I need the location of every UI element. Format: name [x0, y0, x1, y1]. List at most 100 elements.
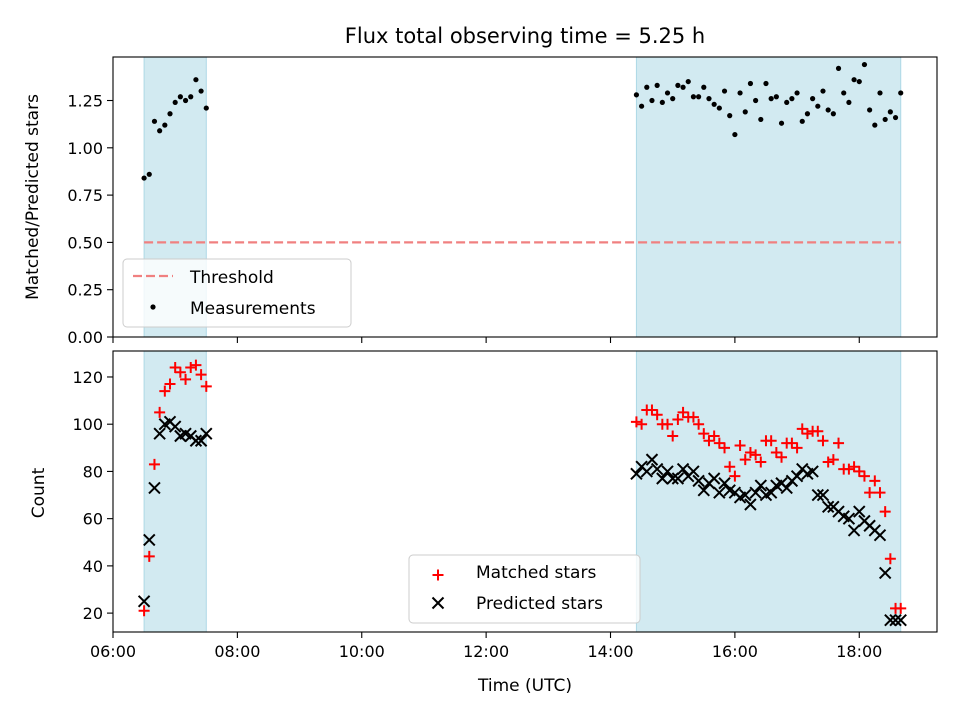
matched-star-point [786, 437, 798, 449]
matched-star-point [884, 553, 896, 565]
predicted-star-point [873, 528, 887, 542]
measurement-point [193, 77, 199, 83]
measurement-point [644, 84, 650, 90]
predicted-star-point [811, 488, 825, 502]
matched-star-point [698, 428, 710, 440]
top-y-tick-label: 0.25 [67, 281, 103, 300]
matched-star-point [833, 437, 845, 449]
predicted-star-point [878, 566, 892, 580]
predicted-star-point [200, 427, 213, 440]
matched-star-point [822, 456, 834, 468]
matched-star-point [744, 447, 756, 459]
bottom-shaded-window-1 [144, 351, 207, 632]
bottom-legend: Matched stars Predicted stars [408, 554, 641, 624]
predicted-star-point [687, 465, 700, 478]
matched-star-point [672, 413, 684, 425]
measurement-point [846, 99, 852, 106]
measurement-point [639, 103, 645, 109]
measurement-point [898, 90, 904, 96]
measurement-point [867, 107, 873, 113]
measurement-point [799, 118, 805, 124]
bottom-y-axis-label: Count [29, 467, 49, 518]
bottom-y-tick-label: 20 [83, 604, 103, 623]
predicted-star-point [816, 488, 830, 502]
matched-star-point [636, 418, 648, 430]
measurement-point [737, 90, 743, 96]
matched-star-point [755, 456, 767, 468]
measurement-point [711, 101, 717, 107]
measurement-point [747, 80, 754, 87]
measurement-point [763, 80, 769, 87]
matched-star-point [148, 458, 160, 470]
matched-star-point [667, 430, 679, 442]
matched-star-point [651, 409, 663, 421]
measurement-point [825, 107, 831, 113]
predicted-star-point [194, 434, 208, 447]
matched-star-point [687, 411, 699, 423]
measurement-point [182, 97, 189, 104]
matched-star-point [801, 428, 813, 440]
predicted-star-point [884, 613, 897, 627]
matched-star-point [853, 465, 865, 477]
measurement-point [188, 94, 194, 100]
matched-star-point [190, 359, 202, 371]
matched-stars-legend-marker [432, 569, 444, 581]
measurement-point [804, 111, 811, 117]
predicted-stars-series [137, 415, 907, 627]
predicted-star-point [168, 420, 182, 433]
top-legend-box [122, 258, 352, 328]
measurement-point [789, 96, 795, 102]
top-y-tick-label: 1.25 [67, 92, 103, 111]
top-y-tick-label: 0.00 [67, 328, 103, 347]
bottom-y-tick-label: 60 [83, 510, 103, 529]
predicted-star-point [645, 453, 659, 466]
measurement-point [732, 131, 738, 138]
top-y-tick-label: 0.50 [67, 233, 103, 252]
matched-star-point [703, 435, 715, 447]
measurement-point [856, 78, 862, 85]
predicted-star-point [853, 505, 866, 518]
measurement-point [157, 128, 163, 134]
matched-star-point [729, 470, 741, 482]
predicted-star-point [640, 465, 653, 478]
measurement-point [716, 105, 722, 111]
predicted-stars-legend-label: Predicted stars [476, 594, 603, 614]
bottom-y-tick-label: 120 [72, 368, 103, 387]
matched-star-point [708, 430, 720, 442]
top-shaded-window-2 [636, 57, 901, 337]
predicted-star-point [821, 500, 835, 514]
matched-star-point [138, 605, 150, 617]
predicted-star-point [697, 484, 710, 497]
matched-star-point [174, 366, 186, 378]
predicted-star-point [661, 465, 674, 478]
predicted-star-point [148, 481, 161, 495]
matched-star-point [646, 404, 658, 416]
matched-star-point [895, 602, 907, 614]
matched-star-point [185, 362, 197, 374]
measurement-point [654, 82, 660, 88]
matched-star-point [169, 362, 181, 374]
measurement-point [835, 65, 842, 71]
matched-stars-series [138, 359, 907, 617]
measurement-point [659, 99, 665, 106]
bottom-panel: 20 40 60 80 100 120 06:00 08:00 10:00 12:00 14:00 1… [72, 350, 938, 661]
measurement-point [892, 114, 899, 121]
predicted-star-point [889, 613, 902, 627]
measurement-point [877, 90, 883, 96]
matched-stars-legend-label: Matched stars [476, 563, 596, 583]
measurement-point [690, 94, 697, 100]
measurement-point [141, 175, 147, 181]
measurement-point [675, 82, 681, 88]
top-legend: Threshold Measurements [122, 258, 352, 328]
predicted-star-point [764, 486, 778, 499]
matched-star-point [796, 423, 808, 435]
predicted-star-point [847, 524, 861, 537]
measurements-series [141, 61, 904, 181]
measurement-point [887, 109, 893, 115]
measurement-point [758, 116, 764, 123]
matched-star-point [180, 373, 192, 385]
measurement-point [841, 90, 847, 96]
predicted-star-point [894, 613, 907, 627]
measurements-legend-marker [150, 304, 156, 310]
